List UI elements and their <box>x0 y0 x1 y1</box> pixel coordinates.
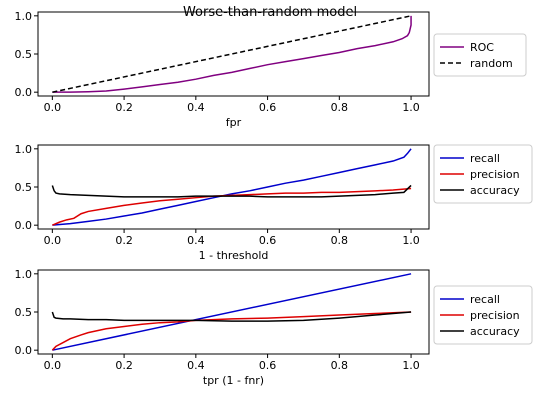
x-tick-label: 0.4 <box>187 359 205 372</box>
legend-label-recall: recall <box>470 152 500 165</box>
x-axis-label: fpr <box>226 116 242 129</box>
y-tick-label: 0.5 <box>15 181 33 194</box>
x-axis-label: 1 - threshold <box>199 249 269 262</box>
legend-box <box>433 285 533 345</box>
legend-box <box>433 33 527 77</box>
x-tick-label: 0.2 <box>115 234 133 247</box>
x-tick-label: 0.6 <box>259 234 277 247</box>
series-line-recall <box>52 148 412 226</box>
y-tick-label: 1.0 <box>15 268 33 281</box>
series-line-precision <box>52 187 412 226</box>
legend: ROC random <box>433 33 527 77</box>
legend-box <box>433 144 533 204</box>
y-tick-label: 0.0 <box>15 344 33 357</box>
x-tick-label: 0.0 <box>44 359 62 372</box>
y-tick-label: 0.0 <box>15 219 33 232</box>
legend-label-ROC: ROC <box>470 41 494 54</box>
x-tick-label: 0.0 <box>44 234 62 247</box>
x-tick-label: 0.8 <box>331 101 349 114</box>
x-tick-label: 0.8 <box>331 234 349 247</box>
x-axis-label: tpr (1 - fnr) <box>203 374 264 387</box>
legend: recall precision accuracy <box>433 285 533 345</box>
series-line-recall <box>52 273 412 351</box>
legend-label-precision: precision <box>470 168 520 181</box>
y-tick-label: 1.0 <box>15 143 33 156</box>
series-line-ROC <box>52 15 412 93</box>
x-tick-label: 0.4 <box>187 101 205 114</box>
x-tick-label: 0.2 <box>115 101 133 114</box>
y-tick-label: 0.0 <box>15 86 33 99</box>
series-line-random <box>52 15 412 93</box>
charts: 0.0 0.2 0.4 0.6 0.8 1.00.00.51.0fprROCrandom0… <box>15 10 533 387</box>
chart-panel-2: 0.0 0.2 0.4 0.6 0.8 1.0 0.0 0.5 1.0 1 - threshold… <box>15 143 533 262</box>
legend-label-recall: recall <box>470 293 500 306</box>
chart-panel-3: 0.0 0.2 0.4 0.6 0.8 1.0 0.0 0.5 1.0 tpr (1 - fnr)… <box>15 268 533 387</box>
x-tick-label: 1.0 <box>402 101 420 114</box>
y-tick-label: 0.5 <box>15 48 33 61</box>
axes-frame <box>37 144 430 230</box>
legend: recall precision accuracy <box>433 144 533 204</box>
x-tick-label: 0.6 <box>259 359 277 372</box>
series-line-accuracy <box>51 311 412 322</box>
x-tick-label: 0.2 <box>115 359 133 372</box>
legend-label-accuracy: accuracy <box>470 184 520 197</box>
series-line-precision <box>51 311 412 351</box>
series-line-accuracy <box>51 184 412 198</box>
x-tick-label: 0.4 <box>187 234 205 247</box>
x-tick-label: 1.0 <box>402 359 420 372</box>
y-tick-label: 0.5 <box>15 306 33 319</box>
y-tick-label: 1.0 <box>15 10 33 23</box>
chart-panel-1: 0.0 0.2 0.4 0.6 0.8 1.0 0.0 0.5 1.0 fpr ROC random <box>15 10 527 129</box>
x-tick-label: 0.8 <box>331 359 349 372</box>
legend-label-random: random <box>470 57 513 70</box>
x-tick-label: 0.0 <box>44 101 62 114</box>
x-tick-label: 1.0 <box>402 234 420 247</box>
x-tick-label: 0.6 <box>259 101 277 114</box>
legend-label-accuracy: accuracy <box>470 325 520 338</box>
legend-label-precision: precision <box>470 309 520 322</box>
